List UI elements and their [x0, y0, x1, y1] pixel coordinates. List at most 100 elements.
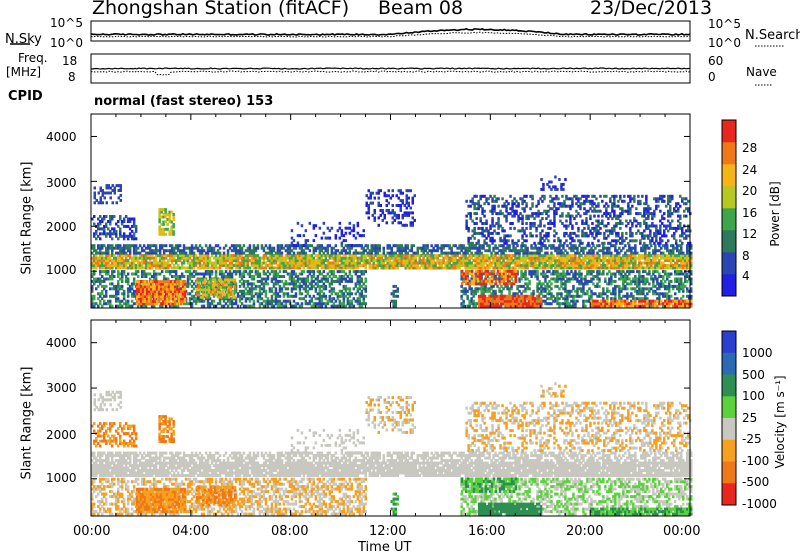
- power-cell: [662, 252, 665, 255]
- power-cell: [94, 187, 97, 190]
- power-cell: [638, 270, 641, 273]
- power-cell: [113, 215, 116, 218]
- power-cell: [161, 270, 164, 273]
- power-cell: [407, 244, 410, 247]
- power-cell: [365, 302, 368, 305]
- power-cell: [379, 244, 382, 247]
- power-cell: [313, 270, 316, 273]
- power-cell: [204, 278, 207, 281]
- power-cell: [111, 305, 114, 308]
- power-cell: [93, 244, 96, 247]
- power-cell: [127, 278, 129, 281]
- power-cell: [546, 275, 549, 278]
- power-cell: [365, 295, 368, 298]
- power-cell: [488, 244, 491, 247]
- power-cell: [634, 244, 637, 247]
- freq-series: [91, 68, 690, 69]
- power-cell: [301, 292, 304, 295]
- power-cell: [133, 278, 136, 281]
- power-cell: [365, 278, 368, 281]
- power-cell: [648, 252, 651, 255]
- power-cell: [349, 270, 352, 273]
- power-cell: [353, 305, 356, 308]
- power-cell: [351, 275, 354, 278]
- power-cell: [305, 252, 308, 255]
- power-cell: [349, 287, 352, 290]
- power-cell: [584, 305, 587, 308]
- power-cell: [237, 305, 240, 308]
- power-cell: [215, 270, 218, 273]
- power-cell: [604, 278, 607, 281]
- power-cell: [93, 295, 96, 298]
- power-cell: [510, 285, 513, 288]
- power-cell: [133, 218, 136, 221]
- power-cell: [602, 270, 605, 273]
- power-cell: [508, 244, 511, 247]
- power-cell: [646, 278, 649, 281]
- power-cell: [576, 300, 579, 303]
- power-cell: [365, 285, 368, 288]
- power-cell: [648, 282, 651, 285]
- power-cell: [610, 252, 613, 255]
- power-cell: [528, 280, 531, 283]
- power-cell: [102, 201, 105, 204]
- power-cell: [674, 292, 677, 295]
- power-cell: [111, 237, 114, 240]
- power-cell: [123, 270, 126, 273]
- power-cell: [267, 282, 270, 285]
- power-cell: [175, 270, 178, 273]
- power-cell: [598, 244, 601, 247]
- power-cell: [632, 270, 635, 273]
- power-cell: [323, 270, 326, 273]
- power-cell: [123, 290, 126, 293]
- power-cell: [626, 287, 629, 290]
- power-cell: [532, 290, 535, 293]
- power-cell: [281, 252, 284, 255]
- power-cell: [120, 194, 123, 197]
- power-cell: [179, 244, 182, 247]
- power-cell: [546, 252, 549, 255]
- noise-panel: [10, 29, 785, 46]
- power-cell: [113, 275, 116, 278]
- power-cell: [301, 302, 304, 305]
- power-cell: [592, 270, 595, 273]
- power-cell: [257, 244, 260, 247]
- power-cell: [566, 252, 569, 255]
- power-heatmap: [91, 176, 693, 308]
- power-cell: [361, 278, 364, 281]
- power-cell: [303, 270, 306, 273]
- power-cell: [265, 290, 268, 293]
- freq-panel: [91, 68, 773, 85]
- power-cell: [223, 252, 226, 255]
- power-cell: [164, 233, 167, 236]
- power-cell: [648, 270, 651, 273]
- power-cell: [251, 270, 254, 273]
- power-cell: [243, 244, 246, 247]
- power-cell: [273, 247, 276, 250]
- power-cell: [413, 244, 416, 247]
- power-cell: [295, 292, 298, 295]
- power-cell: [219, 247, 222, 250]
- power-cell: [172, 230, 175, 233]
- power-cell: [365, 270, 368, 273]
- power-cell: [121, 285, 124, 288]
- power-cell: [184, 280, 187, 283]
- power-cell: [580, 273, 583, 276]
- power-cell: [116, 201, 119, 204]
- power-cell: [119, 215, 122, 218]
- power-cell: [335, 244, 338, 247]
- power-cell: [106, 201, 109, 204]
- power-cell: [164, 208, 167, 211]
- power-cell: [234, 286, 237, 289]
- power-cell: [127, 273, 129, 276]
- power-cell: [253, 300, 256, 303]
- power-cell: [105, 290, 108, 293]
- power-cell: [109, 300, 112, 303]
- power-cell: [113, 270, 116, 273]
- power-cell: [279, 270, 282, 273]
- power-cell: [526, 247, 529, 250]
- power-cell: [104, 196, 107, 199]
- power-cell: [225, 244, 228, 247]
- power-cell: [598, 285, 601, 288]
- power-cell: [203, 305, 206, 308]
